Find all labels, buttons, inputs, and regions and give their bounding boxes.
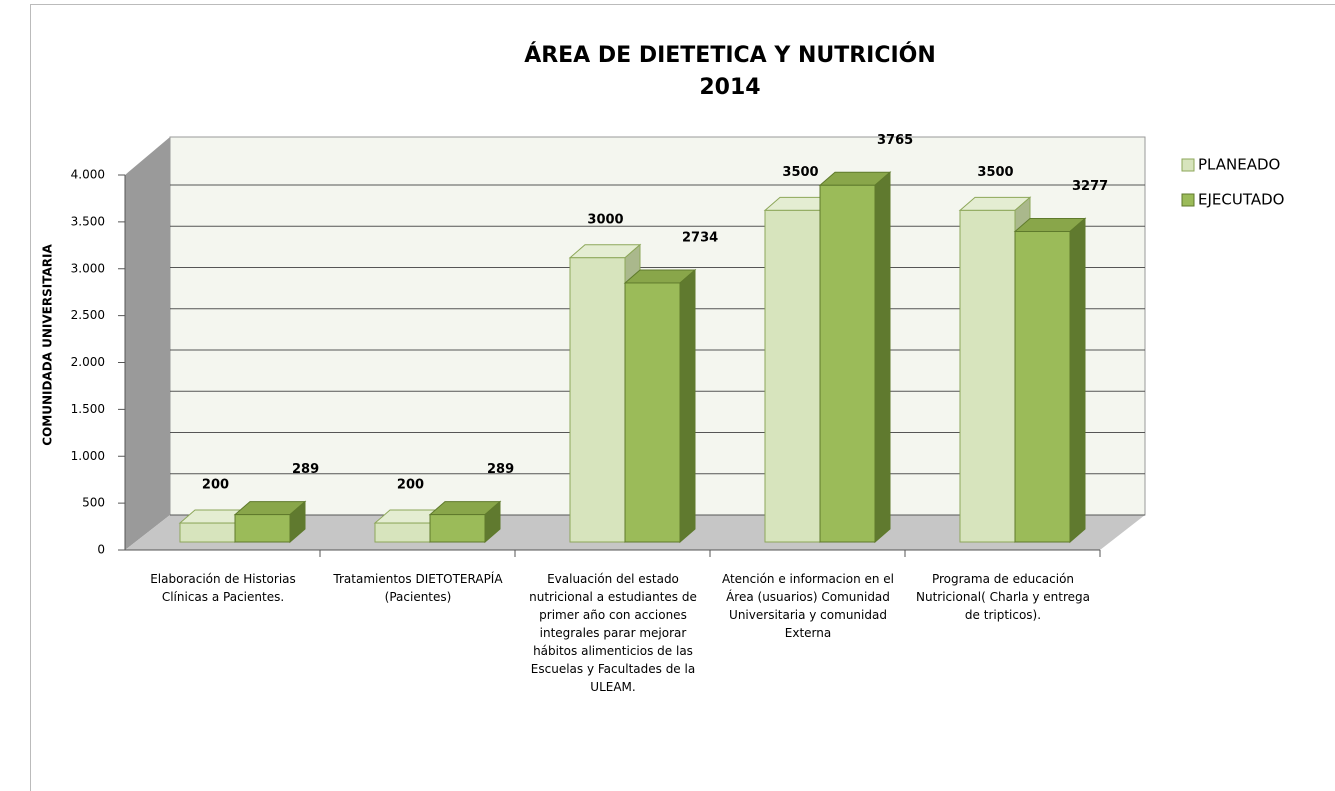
bar: [179, 522, 236, 543]
side-wall: [125, 137, 170, 550]
bar: [1014, 231, 1071, 543]
data-label: 3765: [877, 133, 913, 148]
y-axis-label: COMUNIDADA UNIVERSITARIA: [41, 244, 55, 446]
bar: [429, 514, 486, 543]
legend-label: EJECUTADO: [1198, 191, 1284, 209]
data-label: 3500: [782, 165, 818, 180]
bar: [569, 257, 626, 543]
data-label: 200: [202, 478, 229, 493]
bar: [234, 514, 291, 543]
y-tick-label: 2.500: [71, 308, 105, 322]
x-tick-label: Evaluación del estado nutricional a estu…: [529, 572, 697, 694]
y-tick-label: 3.000: [71, 261, 105, 275]
bar: [959, 209, 1016, 543]
legend-label: PLANEADO: [1198, 156, 1280, 174]
data-label: 289: [292, 462, 319, 477]
bar-side: [679, 268, 696, 544]
chart-title: ÁREA DE DIETETICA Y NUTRICIÓN 2014: [524, 43, 936, 100]
x-tick-label: Atención e informacion en el Área (usuar…: [721, 572, 895, 640]
data-label: 3277: [1072, 179, 1108, 194]
y-tick-label: 1.000: [71, 449, 105, 463]
y-tick-label: 1.500: [71, 402, 105, 416]
x-tick-label: Programa de educación Nutricional( Charl…: [915, 572, 1091, 622]
y-tick-label: 4.000: [71, 168, 105, 182]
legend-swatch: [1181, 158, 1195, 172]
data-label: 289: [487, 462, 514, 477]
x-tick-label: Elaboración de Historias Clínicas a Paci…: [150, 572, 296, 604]
bar: [374, 522, 431, 543]
bar-side: [874, 171, 891, 544]
y-tick-label: 2.000: [71, 355, 105, 369]
bar-side: [1069, 217, 1086, 544]
bar: [819, 184, 876, 543]
y-tick-label: 0: [97, 543, 105, 557]
chart-frame: [30, 4, 1335, 791]
x-tick-label: Tratamientos DIETOTERAPÍA (Pacientes): [333, 572, 503, 604]
bar: [624, 282, 681, 543]
y-tick-label: 500: [82, 496, 105, 510]
bar: [764, 209, 821, 543]
data-label: 2734: [682, 230, 718, 245]
legend-swatch: [1181, 193, 1195, 207]
data-label: 200: [397, 478, 424, 493]
data-label: 3000: [587, 212, 623, 227]
y-tick-label: 3.500: [71, 214, 105, 228]
data-label: 3500: [977, 165, 1013, 180]
